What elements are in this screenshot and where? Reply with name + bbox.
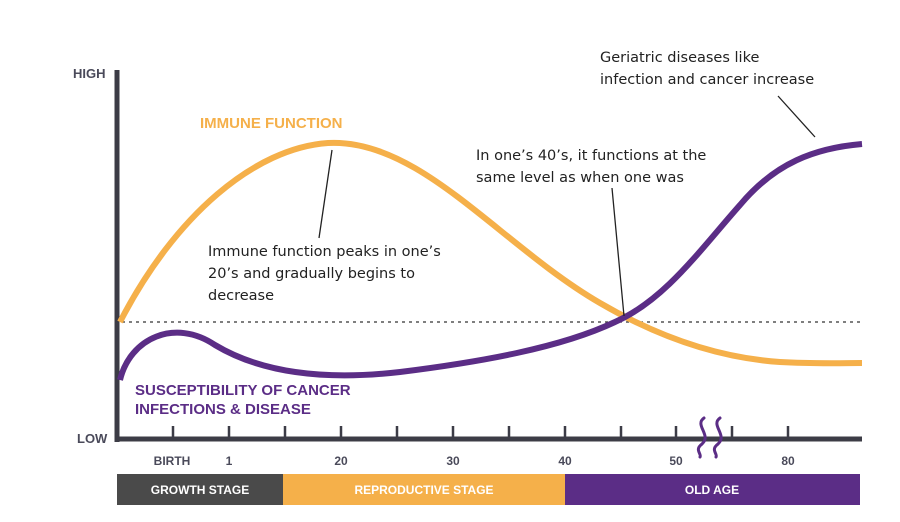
stage-reproductive [283, 474, 565, 505]
susceptibility-curve [117, 141, 863, 381]
forties-annotation-line1: In one’s 40’s, it functions at the [476, 148, 706, 164]
stage-old-age-label: OLD AGE [685, 483, 739, 497]
forties-annotation-line2: same level as when one was [476, 170, 684, 186]
x-tick-label-birth: BIRTH [154, 454, 191, 468]
forties-pointer-line [611, 187, 625, 317]
axis-break-icon [696, 416, 723, 459]
stage-growth [117, 474, 283, 505]
x-tick-label-20: 20 [334, 454, 348, 468]
immune-function-label: IMMUNE FUNCTION [200, 115, 343, 132]
x-tick-label-50: 50 [669, 454, 683, 468]
peak-annotation-line3: decrease [208, 288, 274, 304]
y-axis-high-label: HIGH [73, 66, 106, 81]
peak-pointer-line [318, 149, 333, 239]
stage-reproductive-label: REPRODUCTIVE STAGE [354, 483, 493, 497]
stage-old-age [565, 474, 860, 505]
peak-annotation-line2: 20’s and gradually begins to [208, 266, 415, 282]
stage-growth-label: GROWTH STAGE [151, 483, 249, 497]
peak-annotation-line1: Immune function peaks in one’s [208, 244, 441, 260]
x-tick-label-1: 1 [226, 454, 233, 468]
x-tick-label-40: 40 [558, 454, 572, 468]
susceptibility-label-line1: SUSCEPTIBILITY OF CANCER [135, 382, 351, 399]
geriatric-annotation-line1: Geriatric diseases like [600, 50, 759, 66]
x-axis-ticks [171, 426, 790, 439]
x-tick-label-30: 30 [446, 454, 460, 468]
geriatric-pointer-line [777, 95, 816, 138]
y-axis-low-label: LOW [77, 431, 108, 446]
immune-function-curve [117, 139, 863, 367]
susceptibility-label-line2: INFECTIONS & DISEASE [135, 401, 311, 418]
x-tick-label-80: 80 [781, 454, 795, 468]
geriatric-annotation-line2: infection and cancer increase [600, 72, 814, 88]
